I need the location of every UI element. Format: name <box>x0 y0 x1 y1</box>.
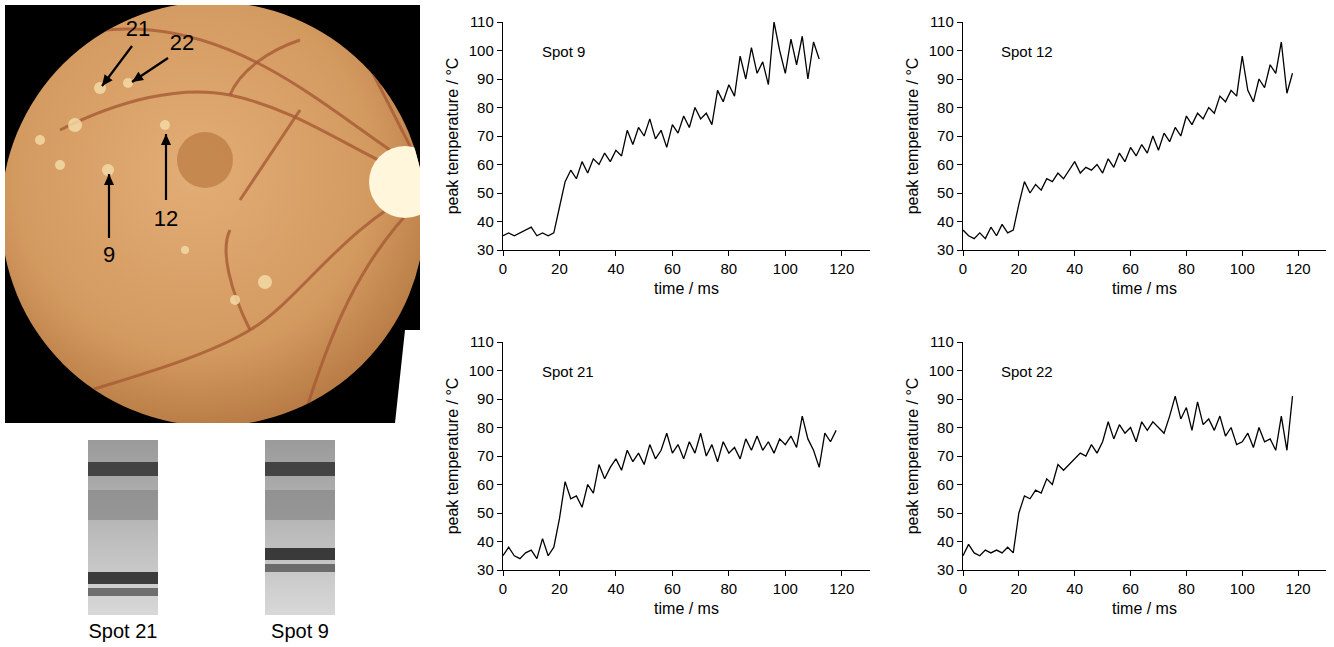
svg-text:0: 0 <box>499 580 507 597</box>
svg-text:80: 80 <box>477 99 494 116</box>
svg-text:Spot 12: Spot 12 <box>1001 43 1053 60</box>
svg-text:90: 90 <box>937 70 954 87</box>
svg-text:20: 20 <box>1011 260 1028 277</box>
svg-text:peak temperature / °C: peak temperature / °C <box>904 58 921 215</box>
svg-text:110: 110 <box>470 13 494 30</box>
svg-text:20: 20 <box>1011 580 1028 597</box>
svg-text:120: 120 <box>1286 260 1311 277</box>
svg-text:time / ms: time / ms <box>654 280 719 297</box>
svg-text:80: 80 <box>721 580 738 597</box>
svg-text:time / ms: time / ms <box>1112 280 1177 297</box>
svg-text:60: 60 <box>664 260 681 277</box>
svg-text:120: 120 <box>829 260 854 277</box>
svg-text:peak temperature / °C: peak temperature / °C <box>904 378 921 535</box>
svg-text:60: 60 <box>477 156 494 173</box>
svg-text:50: 50 <box>477 504 494 521</box>
svg-text:peak temperature / °C: peak temperature / °C <box>444 58 461 215</box>
svg-text:100: 100 <box>1230 260 1255 277</box>
svg-text:70: 70 <box>477 447 494 464</box>
svg-text:0: 0 <box>499 260 507 277</box>
svg-text:60: 60 <box>937 476 954 493</box>
svg-text:80: 80 <box>1178 580 1195 597</box>
svg-text:60: 60 <box>937 156 954 173</box>
svg-text:9: 9 <box>103 242 115 267</box>
svg-text:Spot 21: Spot 21 <box>89 620 158 642</box>
svg-text:40: 40 <box>937 213 954 230</box>
svg-text:60: 60 <box>1122 580 1139 597</box>
svg-text:100: 100 <box>929 42 954 59</box>
svg-text:100: 100 <box>773 260 798 277</box>
svg-text:100: 100 <box>929 362 954 379</box>
svg-text:40: 40 <box>1066 580 1083 597</box>
svg-text:100: 100 <box>773 580 798 597</box>
svg-text:80: 80 <box>477 419 494 436</box>
svg-text:21: 21 <box>126 16 150 41</box>
svg-text:50: 50 <box>477 184 494 201</box>
svg-text:80: 80 <box>1178 260 1195 277</box>
svg-text:70: 70 <box>937 127 954 144</box>
svg-text:20: 20 <box>551 580 568 597</box>
svg-text:time / ms: time / ms <box>1112 600 1177 617</box>
svg-text:30: 30 <box>937 241 954 258</box>
svg-text:80: 80 <box>937 99 954 116</box>
svg-text:90: 90 <box>477 390 494 407</box>
svg-text:50: 50 <box>937 504 954 521</box>
svg-text:100: 100 <box>469 42 494 59</box>
svg-text:40: 40 <box>608 580 625 597</box>
svg-text:40: 40 <box>937 533 954 550</box>
svg-text:0: 0 <box>959 580 967 597</box>
svg-text:Spot 9: Spot 9 <box>271 620 329 642</box>
svg-text:110: 110 <box>930 333 954 350</box>
svg-text:Spot 22: Spot 22 <box>1001 363 1053 380</box>
svg-text:80: 80 <box>721 260 738 277</box>
svg-text:40: 40 <box>477 533 494 550</box>
svg-text:12: 12 <box>154 206 178 231</box>
svg-text:110: 110 <box>930 13 954 30</box>
svg-text:60: 60 <box>477 476 494 493</box>
svg-text:30: 30 <box>937 561 954 578</box>
svg-text:30: 30 <box>477 241 494 258</box>
svg-text:120: 120 <box>1286 580 1311 597</box>
svg-text:110: 110 <box>470 333 494 350</box>
svg-text:22: 22 <box>170 30 194 55</box>
svg-text:Spot 21: Spot 21 <box>542 363 594 380</box>
svg-text:40: 40 <box>477 213 494 230</box>
svg-text:100: 100 <box>469 362 494 379</box>
svg-text:90: 90 <box>477 70 494 87</box>
svg-text:120: 120 <box>829 580 854 597</box>
svg-text:60: 60 <box>1122 260 1139 277</box>
svg-text:30: 30 <box>477 561 494 578</box>
svg-text:90: 90 <box>937 390 954 407</box>
svg-text:Spot 9: Spot 9 <box>542 43 585 60</box>
svg-text:60: 60 <box>664 580 681 597</box>
svg-text:70: 70 <box>937 447 954 464</box>
svg-text:peak temperature / °C: peak temperature / °C <box>444 378 461 535</box>
svg-text:0: 0 <box>959 260 967 277</box>
svg-text:80: 80 <box>937 419 954 436</box>
svg-text:20: 20 <box>551 260 568 277</box>
svg-text:40: 40 <box>1066 260 1083 277</box>
svg-text:40: 40 <box>608 260 625 277</box>
svg-text:50: 50 <box>937 184 954 201</box>
svg-text:100: 100 <box>1230 580 1255 597</box>
svg-text:time / ms: time / ms <box>654 600 719 617</box>
svg-text:70: 70 <box>477 127 494 144</box>
